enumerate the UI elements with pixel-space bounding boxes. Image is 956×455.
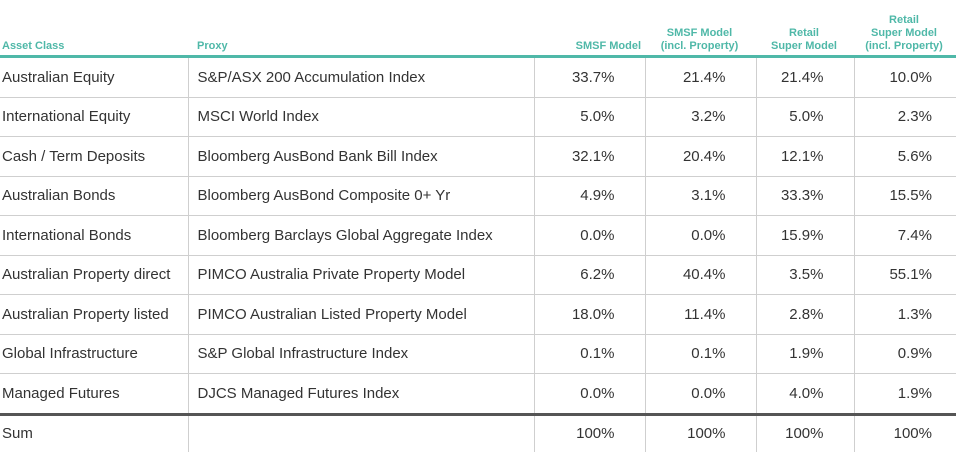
header-retail-property-line1: Retail	[889, 14, 919, 26]
proxy-cell: MSCI World Index	[187, 97, 534, 137]
retail-model-property-cell: 1.9%	[853, 373, 956, 415]
table-row: Australian Bonds Bloomberg AusBond Compo…	[0, 176, 956, 216]
smsf-model-property-cell: 0.0%	[644, 373, 756, 415]
smsf-model-cell: 32.1%	[533, 136, 645, 177]
table-row: Australian Property direct PIMCO Austral…	[0, 255, 956, 295]
proxy-cell: Bloomberg Barclays Global Aggregate Inde…	[187, 215, 534, 256]
table-row: International Equity MSCI World Index 5.…	[0, 97, 956, 137]
asset-class-cell: Australian Bonds	[0, 176, 188, 216]
header-smsf-model-property-line1: SMSF Model	[666, 27, 733, 39]
table-row: Global Infrastructure S&P Global Infrast…	[0, 334, 956, 374]
proxy-cell: PIMCO Australian Listed Property Model	[187, 294, 534, 335]
retail-model-cell: 4.0%	[755, 373, 854, 415]
smsf-model-property-cell: 11.4%	[644, 294, 756, 335]
header-row: Asset Class Proxy SMSF Model SMSF Model …	[0, 0, 956, 58]
retail-model-property-cell: 5.6%	[853, 136, 956, 177]
sum-smsf-model-property-cell: 100%	[644, 412, 756, 452]
sum-retail-model-cell: 100%	[755, 412, 854, 452]
asset-class-cell: Australian Equity	[0, 56, 188, 98]
retail-model-cell: 5.0%	[755, 97, 854, 137]
asset-class-cell: Australian Property listed	[0, 294, 188, 335]
smsf-model-property-cell: 20.4%	[644, 136, 756, 177]
retail-model-property-cell: 15.5%	[853, 176, 956, 216]
table-row: Australian Equity S&P/ASX 200 Accumulati…	[0, 56, 956, 98]
retail-model-property-cell: 2.3%	[853, 97, 956, 137]
header-retail-super-model-line1: Retail	[789, 27, 819, 39]
smsf-model-cell: 0.0%	[533, 373, 645, 415]
header-retail-property-line3: (incl. Property)	[865, 40, 943, 52]
smsf-model-cell: 33.7%	[533, 56, 645, 98]
retail-model-cell: 15.9%	[755, 215, 854, 256]
smsf-model-cell: 4.9%	[533, 176, 645, 216]
header-retail-super-model-property: Retail Super Model (incl. Property)	[854, 0, 956, 58]
asset-class-cell: Managed Futures	[0, 373, 188, 415]
smsf-model-cell: 0.1%	[533, 334, 645, 374]
sum-smsf-model-cell: 100%	[533, 412, 645, 452]
proxy-cell: DJCS Managed Futures Index	[187, 373, 534, 415]
smsf-model-property-cell: 3.2%	[644, 97, 756, 137]
smsf-model-cell: 0.0%	[533, 215, 645, 256]
smsf-model-property-cell: 21.4%	[644, 56, 756, 98]
retail-model-cell: 3.5%	[755, 255, 854, 295]
header-smsf-model: SMSF Model	[534, 0, 645, 58]
retail-model-cell: 12.1%	[755, 136, 854, 177]
table-row: Managed Futures DJCS Managed Futures Ind…	[0, 373, 956, 415]
header-asset-class: Asset Class	[0, 0, 188, 58]
retail-model-property-cell: 10.0%	[853, 56, 956, 98]
smsf-model-cell: 18.0%	[533, 294, 645, 335]
asset-class-cell: International Equity	[0, 97, 188, 137]
table-row: Cash / Term Deposits Bloomberg AusBond B…	[0, 136, 956, 177]
smsf-model-property-cell: 0.1%	[644, 334, 756, 374]
sum-label-cell: Sum	[0, 412, 188, 452]
sum-retail-model-property-cell: 100%	[853, 412, 956, 452]
header-retail-super-model: Retail Super Model	[756, 0, 854, 58]
smsf-model-property-cell: 0.0%	[644, 215, 756, 256]
retail-model-cell: 21.4%	[755, 56, 854, 98]
smsf-model-cell: 5.0%	[533, 97, 645, 137]
header-proxy: Proxy	[188, 0, 534, 58]
retail-model-property-cell: 55.1%	[853, 255, 956, 295]
asset-class-cell: Global Infrastructure	[0, 334, 188, 374]
header-smsf-model-property: SMSF Model (incl. Property)	[645, 0, 756, 58]
retail-model-property-cell: 1.3%	[853, 294, 956, 335]
sum-proxy-cell	[187, 412, 534, 452]
sum-row: Sum 100% 100% 100% 100%	[0, 412, 956, 452]
proxy-cell: Bloomberg AusBond Composite 0+ Yr	[187, 176, 534, 216]
asset-class-cell: Cash / Term Deposits	[0, 136, 188, 177]
table-row: Australian Property listed PIMCO Austral…	[0, 294, 956, 335]
retail-model-cell: 33.3%	[755, 176, 854, 216]
header-retail-property-line2: Super Model	[870, 27, 937, 39]
table-row: International Bonds Bloomberg Barclays G…	[0, 215, 956, 256]
retail-model-property-cell: 7.4%	[853, 215, 956, 256]
retail-model-cell: 1.9%	[755, 334, 854, 374]
header-retail-super-model-line2: Super Model	[770, 40, 837, 52]
smsf-model-property-cell: 3.1%	[644, 176, 756, 216]
retail-model-property-cell: 0.9%	[853, 334, 956, 374]
retail-model-cell: 2.8%	[755, 294, 854, 335]
asset-class-cell: Australian Property direct	[0, 255, 188, 295]
smsf-model-property-cell: 40.4%	[644, 255, 756, 295]
proxy-cell: PIMCO Australia Private Property Model	[187, 255, 534, 295]
asset-class-cell: International Bonds	[0, 215, 188, 256]
header-smsf-model-property-line2: (incl. Property)	[660, 40, 739, 52]
proxy-cell: Bloomberg AusBond Bank Bill Index	[187, 136, 534, 177]
header-smsf-model-text: SMSF Model	[575, 40, 641, 52]
proxy-cell: S&P Global Infrastructure Index	[187, 334, 534, 374]
proxy-cell: S&P/ASX 200 Accumulation Index	[187, 56, 534, 98]
smsf-model-cell: 6.2%	[533, 255, 645, 295]
